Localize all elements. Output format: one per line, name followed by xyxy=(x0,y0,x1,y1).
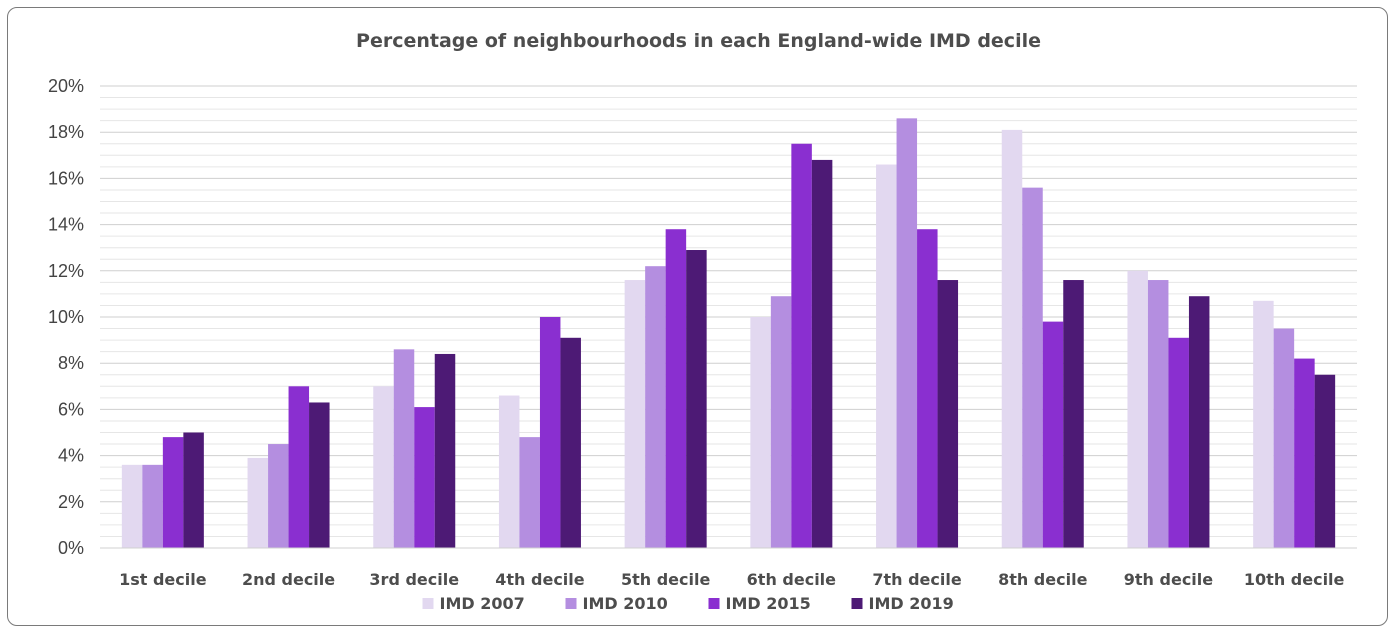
y-tick-label: 4% xyxy=(58,446,84,466)
bar xyxy=(162,437,184,548)
x-tick-label: 9th decile xyxy=(1124,570,1214,589)
bar xyxy=(917,229,938,548)
x-tick-label: 10th decile xyxy=(1244,570,1345,589)
y-tick-label: 14% xyxy=(48,215,84,235)
bar xyxy=(624,280,646,548)
legend: IMD 2007 IMD 2010 IMD 2015 IMD 2019 xyxy=(422,594,954,613)
bar xyxy=(1022,187,1043,548)
legend-swatch xyxy=(565,598,577,609)
y-tick-label: 12% xyxy=(48,261,84,281)
bar xyxy=(183,432,204,548)
bar xyxy=(750,317,771,548)
bar xyxy=(393,349,415,548)
x-tick-label: 6th decile xyxy=(747,570,837,589)
x-axis: 1st decile 2nd decile 3rd decile 4th decile… xyxy=(100,547,1357,589)
y-tick-label: 10% xyxy=(48,307,84,327)
bar xyxy=(1127,270,1148,548)
bar xyxy=(645,266,666,548)
x-tick-label: 7th decile xyxy=(872,570,962,589)
legend-label: IMD 2015 xyxy=(726,594,811,613)
legend-swatch xyxy=(422,598,434,609)
x-tick-label: 3rd decile xyxy=(369,570,459,589)
bar xyxy=(1063,280,1084,548)
bar xyxy=(1314,374,1336,548)
bar xyxy=(560,337,581,548)
legend-label: IMD 2007 xyxy=(440,594,525,613)
bar xyxy=(791,143,812,548)
bar xyxy=(811,159,833,549)
y-tick-label: 2% xyxy=(58,492,84,512)
x-tick-label: 5th decile xyxy=(621,570,711,589)
y-axis: 0% 2% 4% 6% 8% 10% 12% 14% 16% 18% 20% xyxy=(48,76,84,558)
y-tick-label: 16% xyxy=(48,168,84,188)
bar xyxy=(896,118,918,548)
legend-swatch xyxy=(708,598,720,609)
x-tick-label: 4th decile xyxy=(495,570,585,589)
bar xyxy=(288,386,310,548)
bar xyxy=(1188,296,1210,548)
bar xyxy=(539,317,561,548)
bar xyxy=(686,250,707,548)
bar xyxy=(1294,358,1315,548)
bar xyxy=(519,437,540,548)
bar xyxy=(498,395,520,548)
bars xyxy=(121,118,1336,549)
bar xyxy=(1273,328,1295,548)
bar xyxy=(1147,280,1169,548)
bar xyxy=(876,164,897,549)
bar xyxy=(373,386,394,548)
y-tick-label: 0% xyxy=(58,538,84,558)
bar xyxy=(1168,337,1189,548)
y-tick-label: 6% xyxy=(58,399,84,419)
bar xyxy=(309,402,330,548)
bar xyxy=(1042,321,1064,548)
bar xyxy=(414,407,435,548)
y-tick-label: 8% xyxy=(58,353,84,373)
bar xyxy=(1253,300,1274,548)
y-tick-label: 20% xyxy=(48,76,84,96)
bar xyxy=(1001,129,1023,548)
bar xyxy=(434,353,456,548)
legend-swatch xyxy=(851,598,863,609)
bar xyxy=(142,464,163,548)
bar xyxy=(937,280,959,548)
bar xyxy=(268,444,289,548)
legend-label: IMD 2019 xyxy=(869,594,954,613)
y-tick-label: 18% xyxy=(48,122,84,142)
bar xyxy=(121,464,143,548)
chart-title: Percentage of neighbourhoods in each Eng… xyxy=(356,30,1041,52)
bar xyxy=(665,229,687,548)
bar xyxy=(247,457,269,548)
legend-label: IMD 2010 xyxy=(583,594,668,613)
x-tick-label: 2nd decile xyxy=(242,570,335,589)
x-tick-label: 1st decile xyxy=(119,570,207,589)
x-tick-label: 8th decile xyxy=(998,570,1088,589)
bar xyxy=(770,296,792,548)
